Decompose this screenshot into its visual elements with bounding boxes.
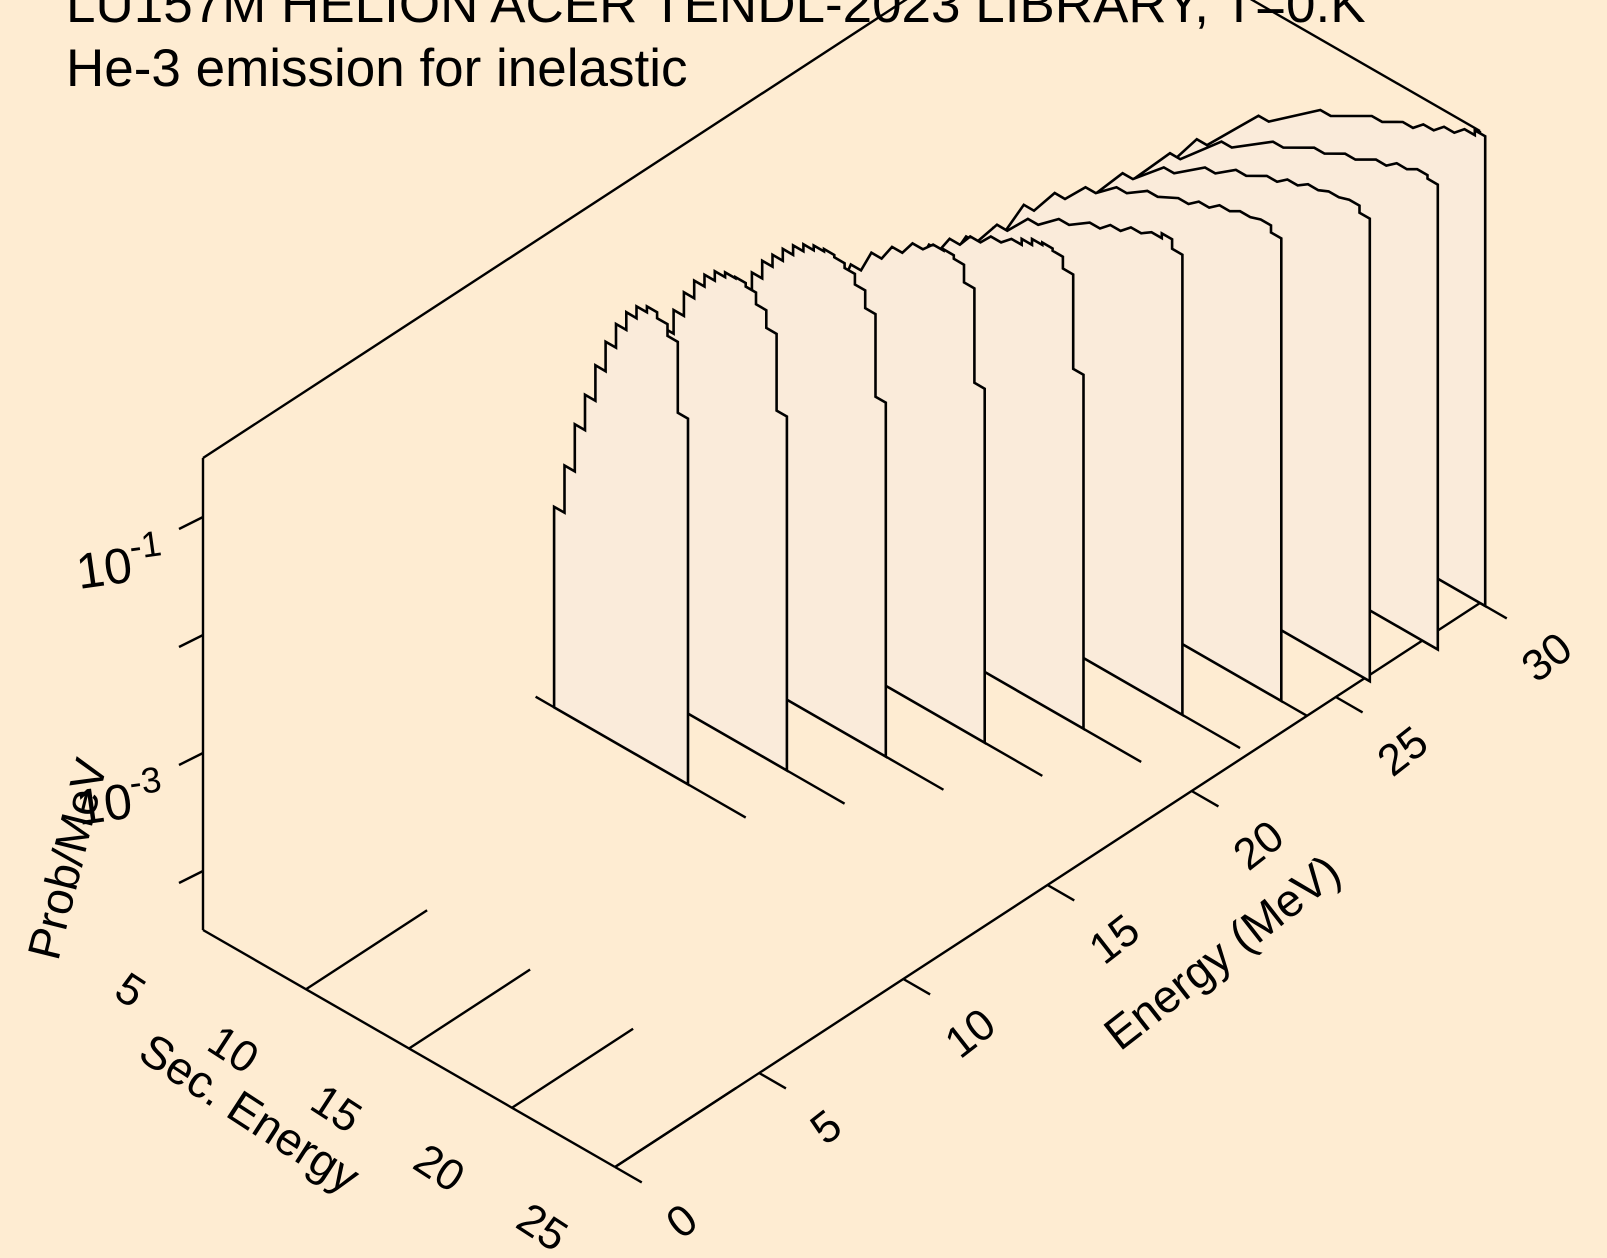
chart-subtitle: He-3 emission for inelastic (66, 39, 688, 98)
y-tick-mark (614, 1087, 737, 1169)
x-tick-mark (1046, 883, 1075, 902)
x-tick-label: 30 (1513, 623, 1582, 692)
x-tick-label: 25 (1369, 717, 1438, 786)
z-tick-mark (178, 869, 204, 885)
y-tick-label: 25 (508, 1194, 576, 1258)
slice-baseline (786, 769, 846, 805)
y-tick-label: 20 (405, 1134, 473, 1202)
x-tick-label: 5 (801, 1101, 850, 1155)
z-axis-label: Prob/MeV (17, 753, 117, 964)
x-tick-label: 10 (936, 999, 1005, 1068)
y-tick-mark (305, 909, 428, 991)
spectrum-slices (535, 108, 1487, 819)
z-tick-mark (178, 515, 204, 531)
slice-baseline (687, 783, 747, 819)
x-tick-mark (614, 1165, 643, 1184)
slice-baseline-lead (535, 695, 555, 709)
slice-baseline (1082, 727, 1142, 764)
slice-baseline (885, 755, 945, 791)
x-tick-mark (1335, 695, 1364, 714)
y-tick-mark (408, 968, 531, 1050)
z-tick-label: 10-3 (71, 758, 167, 836)
slice-baseline (1181, 713, 1241, 750)
chart-title: LU157M HELION ACER TENDL-2023 LIBRARY, T… (66, 0, 1366, 34)
spectrum-slice (552, 304, 690, 787)
z-tick-label: 10-1 (71, 522, 167, 600)
x-tick-mark (758, 1071, 787, 1090)
slice-baseline (984, 741, 1043, 777)
x-tick-label: 20 (1224, 811, 1293, 880)
y-tick-label: 5 (107, 963, 154, 1017)
x-tick-mark (1191, 789, 1220, 808)
x-tick-mark (902, 977, 931, 996)
z-tick-mark (178, 633, 204, 649)
back-wall-top-edge (202, 0, 908, 460)
x-tick-label: 15 (1080, 905, 1149, 974)
axis-labels: Energy (MeV) Sec. Energy Prob/MeV (17, 753, 1350, 1203)
y-tick-mark (511, 1027, 634, 1109)
x-tick-label: 0 (657, 1195, 706, 1249)
slice-baseline (1280, 699, 1308, 717)
x-tick-mark (1479, 601, 1508, 620)
right-wall-top-edge (1249, 0, 1481, 133)
z-tick-mark (178, 751, 204, 767)
